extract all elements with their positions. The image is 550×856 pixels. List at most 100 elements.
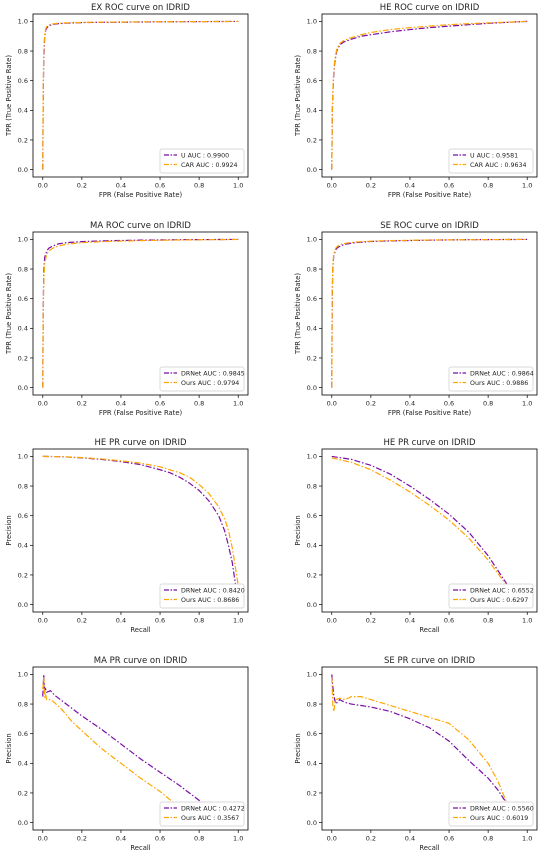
axes-frame [32, 666, 249, 831]
series-line-1 [331, 20, 528, 170]
chart-panel-5: HE PR curve on IDRID 0.0 0.2 0.4 0.6 0.8 1.0 0.… [5, 438, 249, 634]
series-line-2 [42, 238, 239, 388]
x-tick-label: 0.0 [327, 835, 337, 843]
legend: DRNet AUC : 0.9845 Ours AUC : 0.9794 [159, 366, 245, 392]
chart-panel-6: HE PR curve on IDRID 0.0 0.2 0.4 0.6 0.8 1.0 0.… [294, 438, 538, 634]
y-tick-label: 0.6 [18, 295, 28, 303]
legend-box [159, 583, 245, 609]
x-tick-label: 0.8 [194, 835, 204, 843]
y-tick-label: 0.0 [18, 384, 28, 392]
y-tick-label: 0.0 [307, 819, 317, 827]
x-tick-label: 0.8 [483, 400, 493, 408]
x-tick-label: 0.4 [405, 182, 415, 190]
chart-title: EX ROC curve on IDRID [91, 3, 190, 13]
y-tick-label: 0.2 [18, 789, 28, 797]
y-tick-label: 0.0 [18, 819, 28, 827]
x-tick-label: 0.6 [444, 835, 454, 843]
series-line-2 [42, 455, 239, 586]
legend-entry: Ours AUC : 0.6297 [470, 597, 528, 604]
chart-panel-4: SE ROC curve on IDRID 0.0 0.2 0.4 0.6 0.8 1.0 0… [294, 221, 538, 417]
y-tick-label: 1.0 [18, 236, 28, 244]
legend-entry: Ours AUC : 0.9886 [470, 380, 528, 387]
y-tick-label: 1.0 [18, 671, 28, 679]
y-tick-label: 0.4 [307, 107, 317, 115]
y-tick-label: 0.2 [18, 136, 28, 144]
chart-panel-2: HE ROC curve on IDRID 0.0 0.2 0.4 0.6 0.8 1.0 0… [294, 3, 538, 199]
y-tick-label: 0.2 [307, 789, 317, 797]
y-tick-label: 0.6 [307, 730, 317, 738]
chart-title: HE PR curve on IDRID [383, 438, 475, 448]
chart-title: HE ROC curve on IDRID [380, 3, 480, 13]
x-tick-label: 0.6 [155, 835, 165, 843]
legend-box [159, 148, 245, 174]
y-tick-label: 0.0 [307, 384, 317, 392]
legend-entry: DRNet AUC : 0.9864 [470, 371, 534, 378]
x-axis-label: FPR (False Positive Rate) [388, 409, 472, 417]
legend-entry: DRNet AUC : 0.8420 [181, 588, 245, 595]
x-tick-label: 1.0 [233, 182, 243, 190]
x-tick-label: 1.0 [233, 617, 243, 625]
y-tick-label: 0.8 [307, 265, 317, 273]
x-tick-label: 0.2 [366, 617, 376, 625]
legend: U AUC : 0.9581 CAR AUC : 0.9634 [448, 148, 534, 174]
legend-box [448, 801, 534, 827]
axes-frame [32, 13, 249, 178]
legend-entry: U AUC : 0.9900 [181, 153, 229, 160]
chart-panel-1: EX ROC curve on IDRID 0.0 0.2 0.4 0.6 0.8 1.0 0… [5, 3, 249, 199]
x-tick-label: 0.8 [483, 617, 493, 625]
y-tick-label: 0.8 [307, 482, 317, 490]
y-tick-label: 0.4 [18, 542, 28, 550]
x-tick-label: 0.0 [38, 617, 48, 625]
x-tick-label: 0.8 [483, 835, 493, 843]
x-tick-label: 0.2 [77, 400, 87, 408]
y-tick-label: 0.6 [307, 77, 317, 85]
y-tick-label: 0.8 [18, 47, 28, 55]
x-tick-label: 0.0 [38, 182, 48, 190]
x-axis-label: FPR (False Positive Rate) [99, 191, 183, 199]
x-tick-label: 0.2 [77, 835, 87, 843]
y-tick-label: 0.6 [18, 77, 28, 85]
y-tick-label: 0.6 [18, 730, 28, 738]
x-tick-label: 1.0 [522, 400, 532, 408]
y-axis-label: TPR (True Positive Rate) [5, 273, 13, 355]
y-tick-label: 0.4 [307, 760, 317, 768]
y-tick-label: 1.0 [307, 671, 317, 679]
series-line-1 [331, 674, 509, 806]
legend-entry: DRNet AUC : 0.9845 [181, 371, 245, 378]
chart-title: MA ROC curve on IDRID [90, 221, 191, 231]
y-axis-label: Precision [5, 515, 13, 545]
x-tick-label: 0.4 [116, 617, 126, 625]
axes-frame [321, 13, 538, 178]
series-line-1 [42, 238, 239, 388]
legend-entry: Ours AUC : 0.8686 [181, 597, 239, 604]
chart-title: MA PR curve on IDRID [94, 656, 188, 666]
legend: DRNet AUC : 0.6552 Ours AUC : 0.6297 [448, 583, 534, 609]
legend-entry: Ours AUC : 0.6019 [470, 815, 528, 822]
y-axis-label: TPR (True Positive Rate) [294, 55, 302, 137]
x-tick-label: 0.8 [194, 400, 204, 408]
chart-panel-7: MA PR curve on IDRID 0.0 0.2 0.4 0.6 0.8 1.0 0.… [5, 656, 249, 852]
y-tick-label: 1.0 [307, 18, 317, 26]
x-tick-label: 0.2 [77, 617, 87, 625]
y-axis-label: Precision [294, 515, 302, 545]
x-tick-label: 0.6 [444, 182, 454, 190]
series-line-1 [42, 20, 239, 170]
x-tick-label: 0.4 [405, 835, 415, 843]
legend-entry: DRNet AUC : 0.6552 [470, 588, 534, 595]
chart-panel-3: MA ROC curve on IDRID 0.0 0.2 0.4 0.6 0.8 1.0 0… [5, 221, 249, 417]
x-tick-label: 0.0 [38, 400, 48, 408]
legend-entry: CAR AUC : 0.9924 [181, 162, 238, 169]
x-tick-label: 0.0 [327, 617, 337, 625]
y-axis-label: TPR (True Positive Rate) [5, 55, 13, 137]
legend-entry: DRNet AUC : 0.4272 [181, 806, 245, 813]
x-tick-label: 0.2 [366, 182, 376, 190]
series-line-2 [331, 457, 509, 588]
y-tick-label: 0.0 [18, 166, 28, 174]
y-tick-label: 0.8 [307, 700, 317, 708]
series-line-2 [331, 677, 509, 806]
y-tick-label: 0.0 [307, 601, 317, 609]
y-tick-label: 0.4 [307, 325, 317, 333]
y-axis-label: TPR (True Positive Rate) [294, 273, 302, 355]
legend: DRNet AUC : 0.5560 Ours AUC : 0.6019 [448, 801, 534, 827]
